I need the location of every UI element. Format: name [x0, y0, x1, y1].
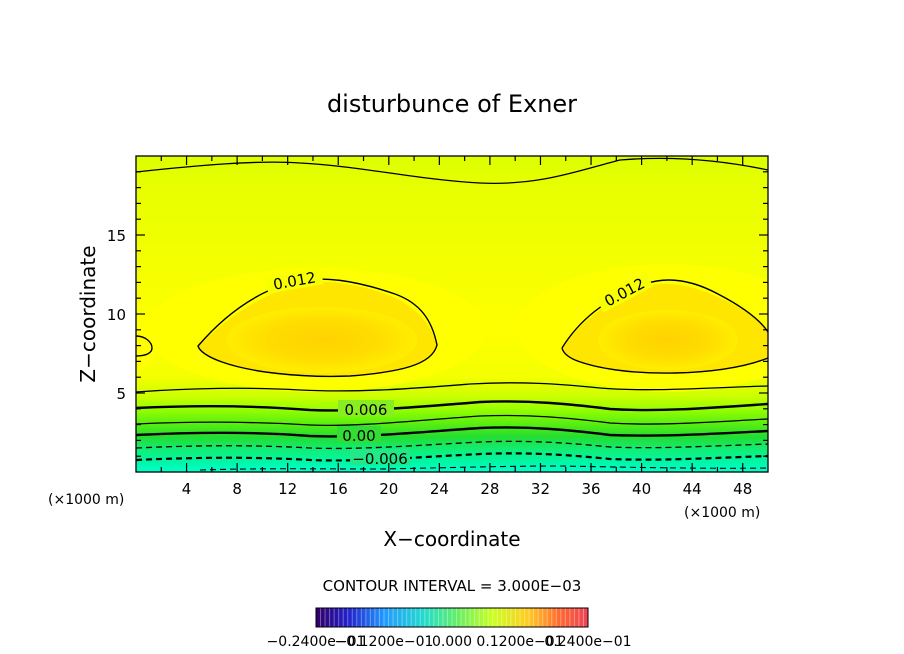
colorbar-label: −0.2400e−01 — [267, 634, 366, 650]
contour-interval: CONTOUR INTERVAL = 3.000E−03 — [323, 577, 582, 595]
contour-012-right — [561, 279, 768, 374]
contour-top — [136, 157, 768, 185]
x-tick-label: 20 — [379, 480, 398, 498]
x-tick-label: 40 — [632, 480, 651, 498]
x-tick-label: 16 — [329, 480, 348, 498]
x-tick-label: 28 — [480, 480, 499, 498]
x-tick-label: 24 — [430, 480, 449, 498]
plot-area — [136, 156, 768, 472]
contour-003 — [136, 414, 768, 426]
colorbar — [315, 607, 589, 628]
x-tick-label: 12 — [278, 480, 297, 498]
contour-m009 — [199, 465, 768, 471]
colorbar-stripes — [320, 608, 584, 627]
x-axis-title: X−coordinate — [383, 527, 520, 551]
z-unit-label: (×1000 m) — [48, 492, 124, 508]
colorbar-label: 0.000 — [432, 634, 472, 650]
colorbar-label: 0.1200e−01 — [476, 634, 563, 650]
colorbar-fill — [316, 608, 588, 627]
x-tick-label: 48 — [733, 480, 752, 498]
y-tick-label: 5 — [116, 385, 126, 403]
colorbar-frame — [315, 607, 589, 628]
contour-label-000: 0.00 — [342, 427, 375, 445]
contour-006 — [136, 400, 768, 412]
colorbar-label: 0.2400e−01 — [544, 634, 631, 650]
colorbar-label: −0.1200e−01 — [335, 634, 434, 650]
axis-ticks — [136, 156, 768, 472]
core-left-inner — [227, 307, 417, 373]
core-right-inner — [598, 310, 738, 370]
y-axis-title: Z−coordinate — [76, 245, 100, 382]
x-unit-label: (×1000 m) — [684, 505, 760, 521]
contour-label-006: 0.006 — [345, 401, 388, 419]
chart-title: disturbunce of Exner — [327, 90, 577, 118]
max-region-edge — [136, 319, 156, 371]
x-tick-label: 36 — [581, 480, 600, 498]
x-tick-labels: 4 8 12 16 20 24 28 32 36 40 44 48 — [182, 480, 752, 498]
y-tick-labels: 5 10 15 — [107, 227, 126, 403]
contour-label-m006: −0.006 — [352, 450, 408, 468]
contour-009 — [136, 382, 768, 393]
contour-000 — [136, 426, 768, 438]
x-tick-label: 32 — [531, 480, 550, 498]
x-tick-label: 4 — [182, 480, 192, 498]
y-tick-label: 10 — [107, 306, 126, 324]
contour-012-edge — [136, 335, 153, 357]
x-tick-label: 44 — [683, 480, 702, 498]
colorbar-labels: −0.2400e−01−0.1200e−010.000 0.1200e−010.2… — [267, 634, 632, 650]
x-tick-label: 8 — [232, 480, 242, 498]
y-tick-label: 15 — [107, 227, 126, 245]
